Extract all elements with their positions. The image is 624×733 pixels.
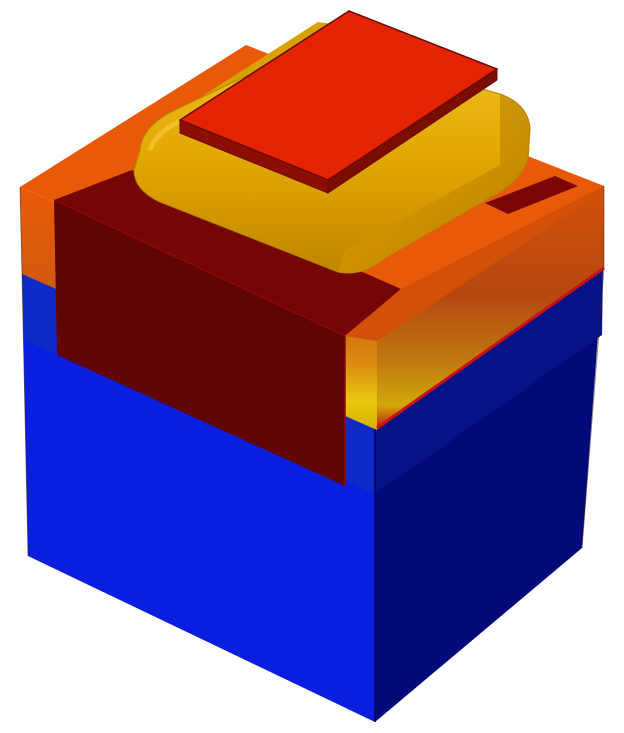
substrate-top-band-side (375, 268, 603, 494)
implant-top-right-pad (485, 176, 578, 214)
layers-top-notch (345, 186, 604, 341)
substrate-side-face (375, 268, 603, 722)
red-interface-line (376, 266, 605, 430)
layers-side-face (377, 186, 604, 430)
implant-front-face (54, 200, 345, 486)
substrate-front-face (22, 271, 375, 722)
gate-side-face (327, 68, 498, 194)
box-outline (19, 186, 605, 557)
outline-left (19, 186, 29, 557)
outline-right (581, 186, 605, 549)
spacer-right-shade (338, 94, 530, 274)
implant-top-left (54, 170, 401, 336)
gate (178, 10, 499, 194)
